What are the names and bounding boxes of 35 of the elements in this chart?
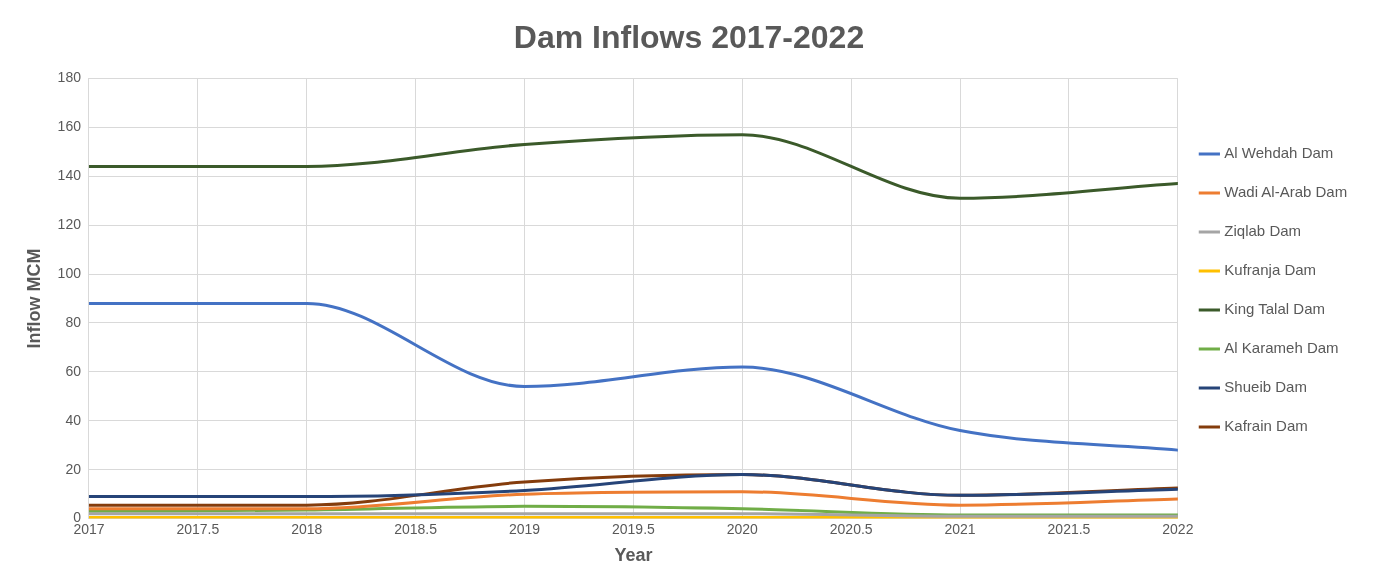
x-tick-label: 2018.5 — [394, 520, 438, 537]
y-tick-label: 180 — [57, 69, 82, 86]
line-series — [88, 504, 1178, 517]
legend-label: Wadi Al-Arab Dam — [1224, 183, 1348, 201]
legend-label: Kufranja Dam — [1224, 261, 1317, 279]
legend-label: Al Wehdah Dam — [1224, 144, 1334, 162]
x-tick-label: 2018 — [291, 520, 323, 537]
legend-label: Al Karameh Dam — [1224, 339, 1339, 357]
y-tick-label: 160 — [57, 118, 82, 135]
x-tick-label: 2021 — [944, 520, 976, 537]
line-series — [88, 473, 1178, 499]
chart-title: Dam Inflows 2017-2022 — [513, 19, 865, 56]
x-tick-label: 2022 — [1162, 520, 1194, 537]
x-axis-title: Year — [614, 545, 653, 566]
x-tick-label: 2020 — [726, 520, 759, 537]
y-tick-label: 120 — [57, 215, 82, 232]
y-tick-label: 140 — [57, 167, 82, 184]
legend-label: Kafrain Dam — [1224, 417, 1308, 435]
legend-label: King Talal Dam — [1224, 300, 1325, 318]
y-tick-label: 80 — [65, 313, 82, 330]
x-tick-label: 2020.5 — [829, 520, 873, 537]
y-tick-label: 20 — [65, 460, 82, 477]
legend-label: Ziqlab Dam — [1224, 222, 1302, 240]
y-axis-title: Inflow MCM — [23, 248, 44, 349]
x-tick-label: 2017.5 — [176, 520, 220, 537]
line-series — [88, 490, 1178, 511]
line-series — [88, 301, 1178, 452]
y-tick-label: 60 — [65, 362, 82, 379]
x-tick-label: 2019 — [508, 520, 541, 537]
line-series — [88, 133, 1178, 200]
legend-label: Shueib Dam — [1224, 378, 1307, 396]
x-tick-label: 2021.5 — [1047, 520, 1091, 537]
x-tick-label: 2019.5 — [612, 520, 656, 537]
y-tick-label: 40 — [65, 411, 82, 428]
y-tick-label: 100 — [57, 264, 82, 281]
